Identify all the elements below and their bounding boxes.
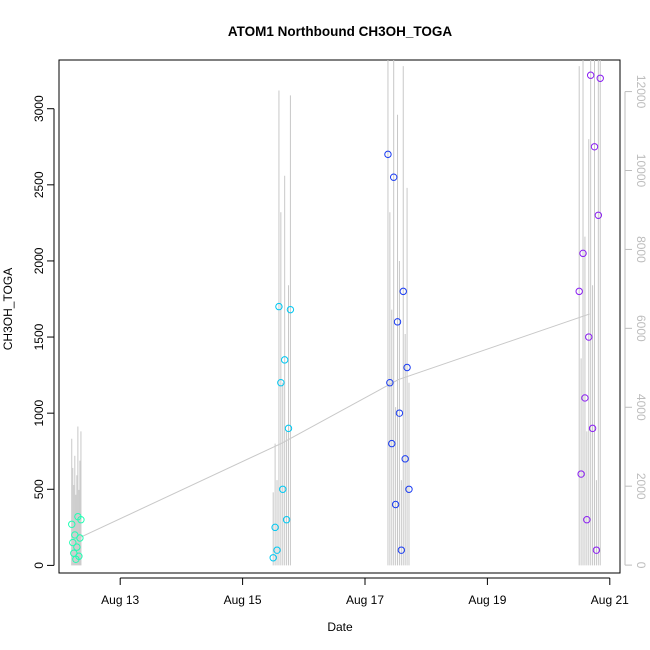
data-points — [68, 71, 604, 563]
data-point — [69, 538, 77, 547]
y-tick-label: 1500 — [32, 323, 46, 350]
data-point — [277, 379, 285, 387]
flight-track-line — [76, 313, 590, 540]
y2-tick-label: 2000 — [634, 473, 648, 500]
data-point — [269, 554, 277, 562]
data-point — [581, 394, 589, 402]
y2-tick-label: 6000 — [634, 315, 648, 342]
data-point — [388, 439, 396, 448]
y-tick-label: 500 — [32, 479, 46, 499]
data-point — [579, 249, 587, 258]
data-point — [596, 74, 604, 82]
data-point — [585, 333, 593, 341]
data-point — [577, 470, 585, 478]
data-point — [391, 500, 400, 509]
x-tick-label: Aug 13 — [101, 593, 139, 607]
data-point — [386, 379, 394, 387]
data-point — [588, 424, 597, 433]
data-point — [73, 543, 81, 551]
data-point — [271, 523, 279, 532]
y2-tick-label: 8000 — [634, 236, 648, 263]
x-tick-label: Aug 21 — [591, 593, 629, 607]
data-point — [68, 520, 76, 528]
data-point — [76, 534, 84, 542]
data-point — [405, 485, 413, 493]
data-point — [393, 318, 402, 326]
y-tick-label: 1000 — [32, 399, 46, 426]
secondary-trace — [71, 60, 601, 566]
data-point — [397, 546, 406, 554]
data-point — [395, 409, 404, 417]
x-tick-label: Aug 19 — [468, 593, 506, 607]
data-point — [77, 516, 85, 524]
y-tick-label: 2500 — [32, 171, 46, 198]
plot-frame — [58, 59, 621, 574]
data-point — [399, 287, 407, 296]
data-point — [75, 552, 83, 560]
x-tick-label: Aug 17 — [346, 593, 384, 607]
data-point — [586, 71, 595, 79]
data-point — [273, 546, 281, 554]
data-point — [401, 455, 409, 463]
axes: Aug 13 Aug 15 Aug 17 Aug 19 Aug 21 0 500 1000 15… — [32, 75, 648, 607]
data-point — [583, 516, 591, 524]
data-point — [594, 211, 603, 219]
y2-tick-label: 12000 — [634, 75, 648, 109]
data-point — [279, 485, 287, 493]
y-tick-label: 3000 — [32, 95, 46, 122]
y2-tick-label: 0 — [634, 562, 648, 569]
data-point — [284, 424, 293, 433]
data-point — [280, 356, 289, 364]
data-point — [286, 305, 295, 314]
data-point — [275, 302, 283, 311]
y-tick-label: 2000 — [32, 247, 46, 274]
x-axis-label: Date — [327, 620, 353, 634]
data-point — [592, 546, 601, 554]
data-point — [384, 150, 392, 159]
flight-track — [76, 313, 590, 540]
data-point — [590, 143, 599, 151]
chart-title: ATOM1 Northbound CH3OH_TOGA — [228, 24, 452, 39]
x-tick-label: Aug 15 — [224, 593, 262, 607]
data-point — [403, 363, 411, 372]
y2-tick-label: 4000 — [634, 394, 648, 421]
y-axis-label: CH3OH_TOGA — [1, 268, 15, 350]
data-point — [389, 173, 398, 181]
data-point — [575, 287, 583, 296]
y-tick-label: 0 — [32, 562, 46, 569]
y2-tick-label: 10000 — [634, 154, 648, 188]
data-point — [282, 516, 291, 524]
